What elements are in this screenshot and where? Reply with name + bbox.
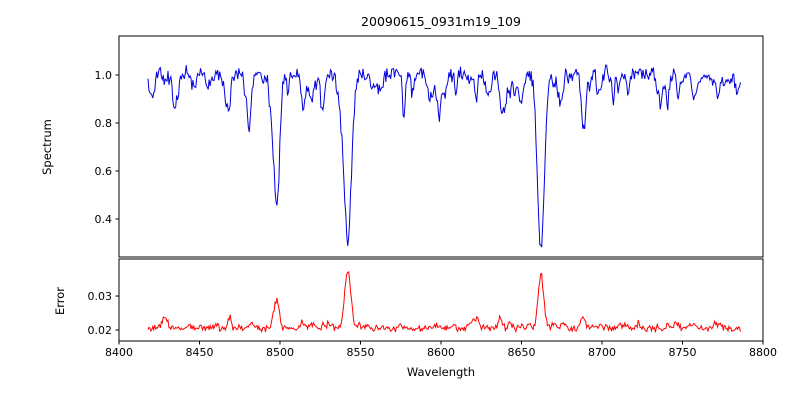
- x-tick-label: 8500: [266, 346, 294, 359]
- y-tick-label: 0.03: [88, 290, 113, 303]
- x-tick-label: 8800: [749, 346, 777, 359]
- axis-ticks: [115, 74, 764, 345]
- x-tick-label: 8400: [105, 346, 133, 359]
- x-tick-label: 8650: [508, 346, 536, 359]
- x-tick-label: 8700: [588, 346, 616, 359]
- spectrum-axes-frame: [118, 35, 764, 258]
- y-tick-label: 1.0: [95, 69, 113, 82]
- error-line: [147, 271, 741, 334]
- x-tick-label: 8450: [186, 346, 214, 359]
- error-axes-frame: [118, 258, 764, 342]
- error-y-axis-label: Error: [53, 286, 67, 316]
- x-tick-label: 8750: [669, 346, 697, 359]
- chart-title: 20090615_0931m19_109: [361, 14, 521, 29]
- y-tick-label: 0.6: [95, 165, 113, 178]
- y-tick-label: 0.02: [88, 324, 113, 337]
- axis-tick-labels: 8400 8450 8500 8550 8600 8650 8700 8750 8800 0.4 0…: [88, 69, 778, 359]
- axes-frames: [118, 35, 764, 342]
- spectrum-line: [147, 64, 741, 248]
- spectrum-y-axis-label: Spectrum: [40, 119, 54, 175]
- y-tick-label: 0.4: [95, 213, 113, 226]
- x-tick-label: 8550: [347, 346, 375, 359]
- x-axis-label: Wavelength: [406, 365, 476, 379]
- x-tick-label: 8600: [427, 346, 455, 359]
- y-tick-label: 0.8: [95, 117, 113, 130]
